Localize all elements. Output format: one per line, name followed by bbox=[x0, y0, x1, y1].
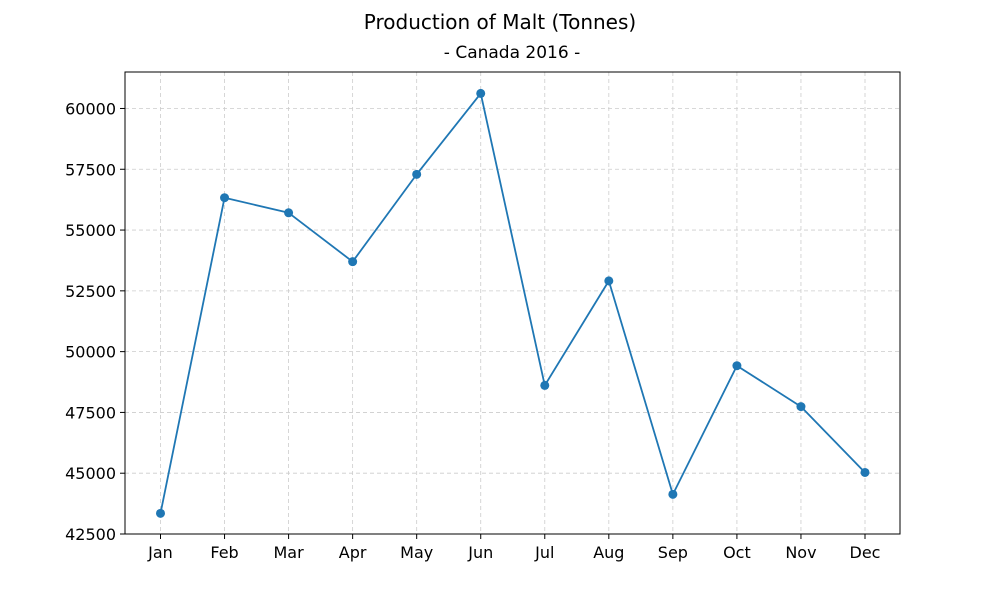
x-tick-label: Sep bbox=[658, 543, 688, 562]
y-tick-label: 55000 bbox=[65, 221, 116, 240]
y-tick-label: 47500 bbox=[65, 403, 116, 422]
x-tick-label: Jul bbox=[534, 543, 554, 562]
series-layer bbox=[156, 88, 870, 518]
chart-subtitle: - Canada 2016 - bbox=[444, 43, 580, 63]
y-tick-label: 42500 bbox=[65, 525, 116, 544]
data-point bbox=[732, 361, 742, 371]
x-tick-label: Dec bbox=[850, 543, 881, 562]
y-tick-label: 60000 bbox=[65, 99, 116, 118]
plot-area-frame bbox=[124, 71, 901, 535]
y-tick-label: 52500 bbox=[65, 282, 116, 301]
data-point bbox=[668, 489, 678, 499]
x-tick-label: Mar bbox=[273, 543, 304, 562]
data-point bbox=[476, 88, 486, 98]
data-point bbox=[284, 208, 294, 218]
y-tick-label: 50000 bbox=[65, 343, 116, 362]
x-tick-label: Aug bbox=[593, 543, 624, 562]
data-point bbox=[604, 276, 614, 286]
chart-title: Production of Malt (Tonnes) bbox=[364, 10, 636, 34]
x-tick-label: Nov bbox=[785, 543, 816, 562]
y-tick-label: 57500 bbox=[65, 160, 116, 179]
x-tick-label: Apr bbox=[339, 543, 367, 562]
x-tick-label: Jun bbox=[467, 543, 493, 562]
data-point bbox=[860, 467, 870, 477]
data-point bbox=[412, 169, 422, 179]
x-tick-label: May bbox=[400, 543, 433, 562]
grid bbox=[125, 72, 900, 535]
tick-labels: Jan Feb Mar Apr May Jun Jul Aug Sep Oct Nov Dec 4250… bbox=[65, 99, 880, 562]
data-point bbox=[220, 193, 230, 203]
x-tick-label: Oct bbox=[723, 543, 751, 562]
data-point bbox=[156, 508, 165, 518]
data-point bbox=[540, 380, 550, 390]
axis-ticks bbox=[120, 107, 866, 539]
y-tick-label: 45000 bbox=[65, 464, 116, 483]
x-tick-label: Jan bbox=[147, 543, 173, 562]
series-line bbox=[159, 92, 866, 514]
data-point bbox=[796, 402, 806, 412]
data-point bbox=[348, 257, 358, 267]
x-tick-label: Feb bbox=[210, 543, 238, 562]
